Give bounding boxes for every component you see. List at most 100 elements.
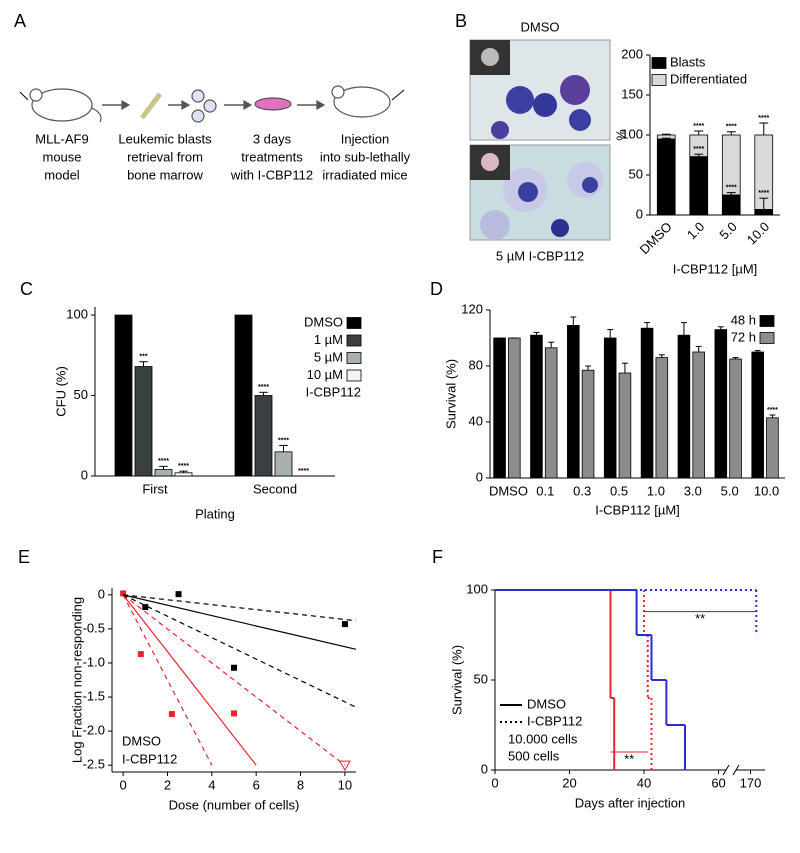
legend-label: DMSO bbox=[122, 733, 161, 748]
y-axis-label: Survival (%) bbox=[443, 359, 458, 429]
y-tick-label: 50 bbox=[74, 387, 88, 402]
x-tick-label: 0 bbox=[491, 775, 498, 790]
micrograph-label: DMSO bbox=[521, 19, 560, 34]
significance: **** bbox=[726, 124, 737, 131]
x-tick-label: 8 bbox=[297, 777, 304, 792]
x-tick-label: 20 bbox=[562, 775, 576, 790]
cell-nucleus bbox=[518, 182, 538, 202]
schematic-icons bbox=[19, 85, 405, 123]
cell-icon bbox=[203, 99, 217, 113]
significance: **** bbox=[758, 115, 769, 122]
x-tick-label: 6 bbox=[253, 777, 260, 792]
point bbox=[231, 664, 237, 671]
panel-letter: C bbox=[20, 279, 33, 299]
micrograph-label: 5 µM I-CBP112 bbox=[496, 248, 584, 263]
significance: **** bbox=[158, 458, 169, 465]
syringe bbox=[391, 89, 405, 101]
legend-label: 72 h bbox=[731, 329, 756, 344]
arrow-head bbox=[316, 99, 326, 111]
bar bbox=[714, 329, 728, 479]
bar bbox=[640, 327, 654, 479]
point bbox=[168, 711, 175, 718]
point bbox=[142, 604, 149, 611]
mouse-tail bbox=[91, 107, 102, 123]
bar bbox=[581, 369, 595, 479]
legend-label: Differentiated bbox=[670, 71, 747, 86]
x-tick-label: DMSO bbox=[637, 219, 675, 257]
legend-label: 500 cells bbox=[508, 748, 560, 763]
x-axis-label: I-CBP112 [µM] bbox=[595, 502, 680, 517]
step-label: MLL-AF9 bbox=[35, 131, 88, 146]
significance: ** bbox=[695, 611, 705, 626]
legend-label: 10.000 cells bbox=[508, 731, 578, 746]
x-tick-label: Second bbox=[253, 481, 297, 496]
bar bbox=[234, 314, 253, 477]
legend-label: 10 µM bbox=[307, 367, 343, 382]
y-tick-label: 0 bbox=[481, 761, 488, 776]
legend-swatch bbox=[759, 315, 775, 327]
bar bbox=[274, 451, 293, 477]
panel-letter: E bbox=[18, 547, 30, 567]
significance: ** bbox=[624, 751, 634, 766]
point bbox=[339, 760, 351, 772]
significance: **** bbox=[258, 384, 269, 391]
legend-swatch bbox=[759, 332, 775, 344]
bar bbox=[618, 372, 632, 479]
y-tick-label: 100 bbox=[466, 581, 488, 596]
x-tick-label: 3.0 bbox=[684, 483, 702, 498]
legend-swatch bbox=[346, 369, 362, 382]
panel-letter: D bbox=[430, 279, 443, 299]
bar bbox=[721, 194, 741, 216]
cell-nucleus bbox=[582, 177, 598, 193]
x-tick-label: 0 bbox=[119, 777, 126, 792]
point bbox=[341, 621, 348, 628]
y-tick-label: 100 bbox=[66, 306, 88, 321]
step-label: bone marrow bbox=[127, 167, 203, 182]
bar bbox=[692, 351, 705, 479]
x-tick-label: 40 bbox=[637, 775, 651, 790]
point bbox=[137, 651, 144, 658]
axis-break bbox=[722, 764, 730, 776]
cell bbox=[551, 219, 569, 237]
y-tick-label: 0 bbox=[81, 467, 88, 482]
mouse-ear bbox=[331, 85, 345, 99]
bar bbox=[729, 358, 742, 479]
legend-swatch bbox=[651, 74, 667, 86]
bar bbox=[567, 324, 580, 479]
y-axis-label: Survival (%) bbox=[449, 645, 464, 715]
bar bbox=[530, 334, 543, 479]
step-label: with I-CBP112 bbox=[230, 167, 313, 182]
point bbox=[175, 591, 182, 598]
x-tick-label: 0.5 bbox=[610, 483, 628, 498]
arrow-head bbox=[121, 99, 131, 111]
legend-swatch bbox=[651, 57, 667, 69]
step-label: 3 days bbox=[253, 131, 292, 146]
x-tick-label: 1.0 bbox=[647, 483, 665, 498]
x-tick-label: 10.0 bbox=[744, 219, 773, 248]
bar bbox=[134, 366, 153, 477]
bar bbox=[544, 347, 558, 479]
significance: **** bbox=[298, 468, 309, 475]
bar bbox=[154, 469, 173, 477]
cell bbox=[560, 75, 590, 105]
significance: **** bbox=[758, 190, 769, 197]
bar bbox=[689, 156, 709, 216]
x-tick-label: 0.1 bbox=[536, 483, 554, 498]
step-label: Injection bbox=[341, 131, 389, 146]
cell bbox=[491, 121, 509, 139]
y-axis-label: Log Fraction non-responding bbox=[69, 597, 84, 763]
x-tick-label: 4 bbox=[208, 777, 215, 792]
y-tick-label: 150 bbox=[621, 86, 643, 101]
bar bbox=[508, 337, 521, 479]
bar bbox=[677, 334, 691, 479]
arrow-head bbox=[181, 99, 191, 111]
x-tick-label: First bbox=[142, 481, 168, 496]
legend-swatch bbox=[346, 334, 362, 347]
significance: **** bbox=[726, 184, 737, 191]
x-tick-label: 60 bbox=[711, 775, 725, 790]
bar bbox=[754, 208, 774, 216]
significance: **** bbox=[278, 437, 289, 444]
x-tick-label: 2 bbox=[164, 777, 171, 792]
x-tick-label: 5.0 bbox=[721, 483, 739, 498]
bar bbox=[751, 351, 764, 479]
